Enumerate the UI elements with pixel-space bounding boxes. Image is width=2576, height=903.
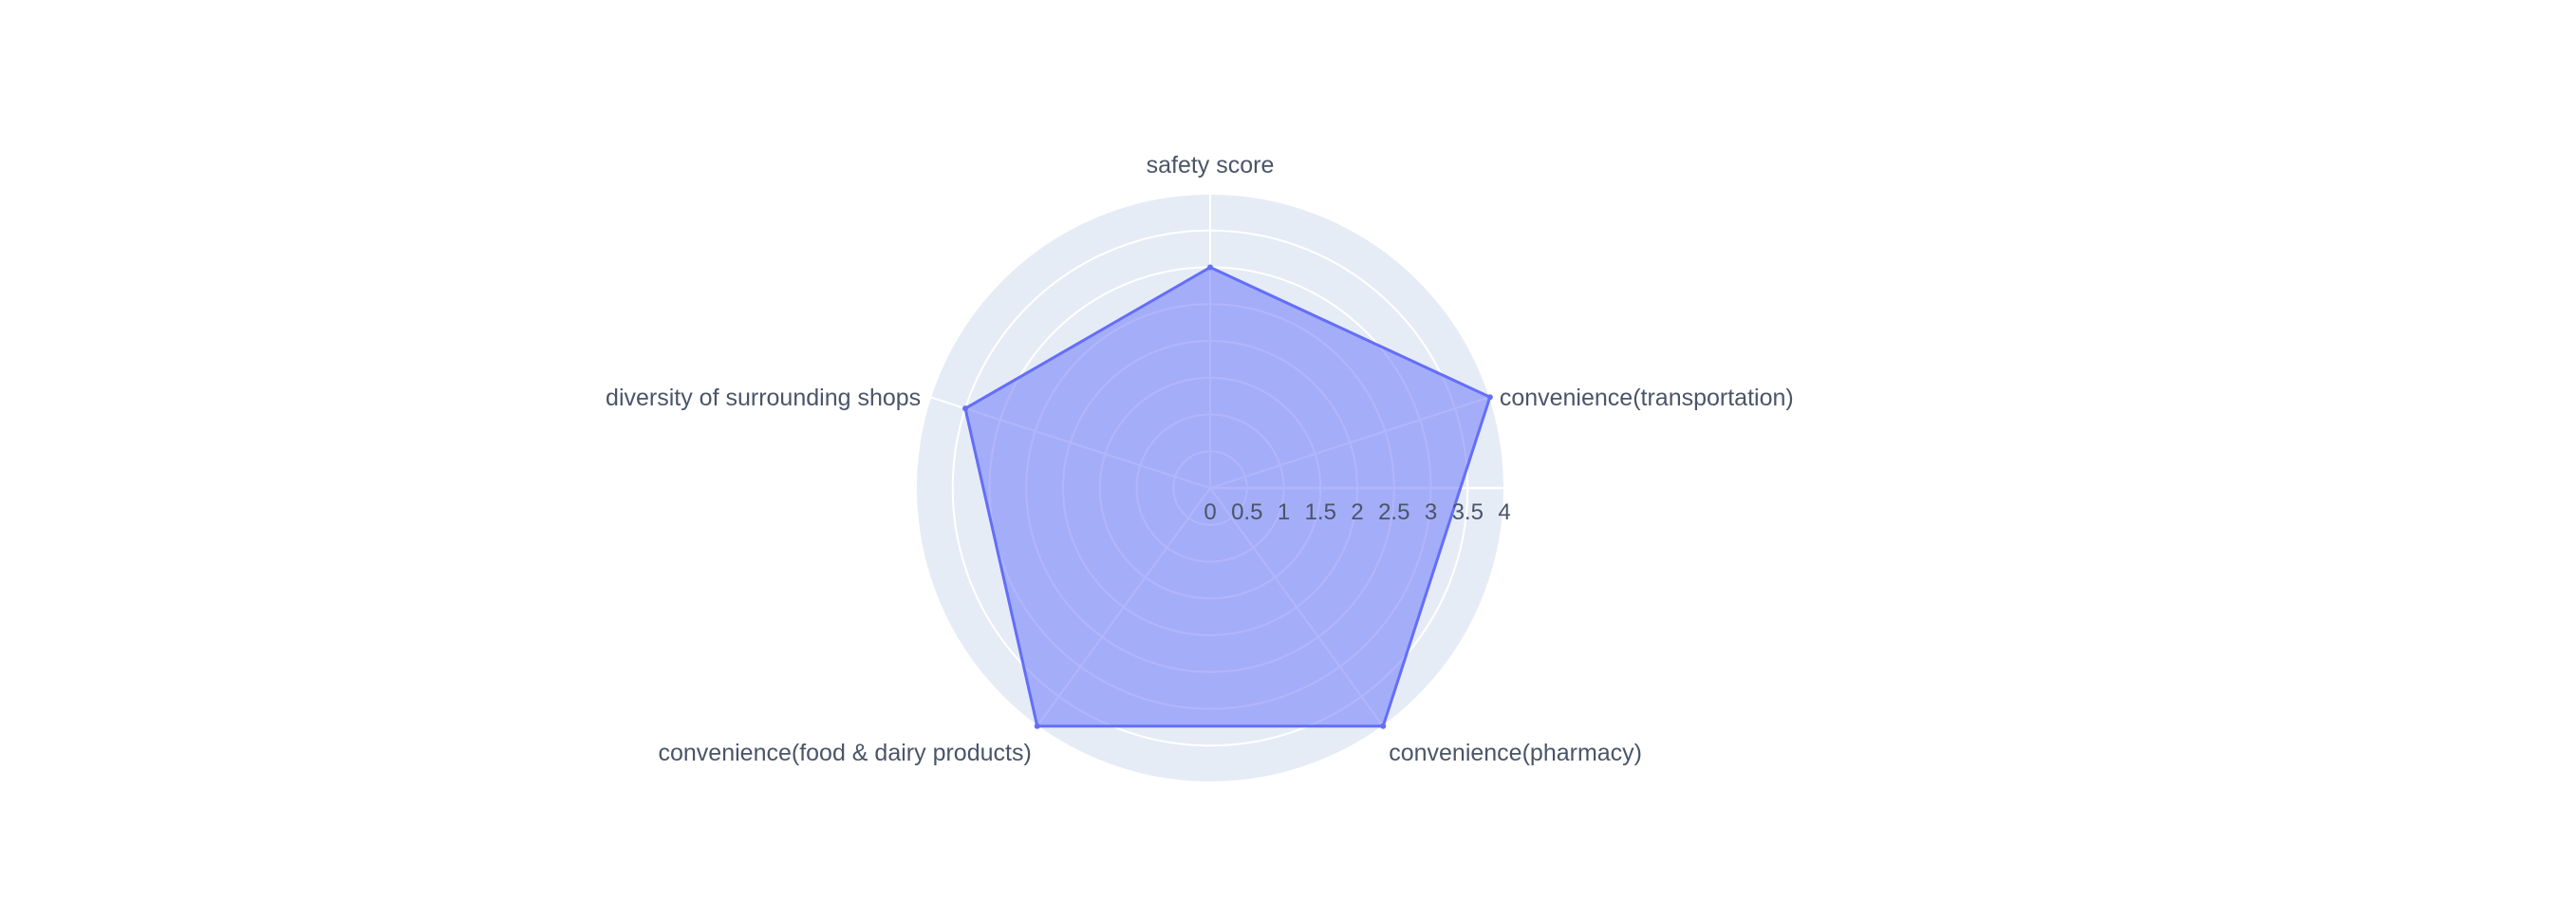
- data-point: [1207, 264, 1213, 271]
- radial-tick-label: 3: [1425, 499, 1437, 525]
- radial-tick-label: 4: [1498, 499, 1510, 525]
- radial-tick-label: 0: [1204, 499, 1216, 525]
- axis-label: diversity of surrounding shops: [606, 385, 921, 411]
- axis-label: safety score: [1147, 152, 1275, 179]
- radial-tick-labels: 0 0.5 1 1.5 2 2.5 3 3.5 4: [1204, 499, 1510, 525]
- axis-label: convenience(transportation): [1500, 385, 1794, 411]
- radial-tick-label: 3.5: [1452, 499, 1484, 525]
- series-layer: [962, 264, 1493, 729]
- radial-tick-label: 1: [1278, 499, 1290, 525]
- radial-tick-label: 2: [1351, 499, 1363, 525]
- radial-tick-label: 2.5: [1378, 499, 1409, 525]
- axis-label: convenience(pharmacy): [1389, 740, 1642, 766]
- data-point: [962, 405, 969, 412]
- radial-tick-label: 0.5: [1231, 499, 1262, 525]
- data-point: [1380, 723, 1387, 729]
- series-polygon: [963, 266, 1492, 728]
- axis-label: convenience(food & dairy products): [659, 740, 1032, 766]
- radial-tick-label: 1.5: [1305, 499, 1336, 525]
- data-point: [1486, 394, 1493, 401]
- data-point: [1034, 723, 1040, 729]
- axis-labels: safety score convenience(transportation) c…: [606, 152, 1794, 766]
